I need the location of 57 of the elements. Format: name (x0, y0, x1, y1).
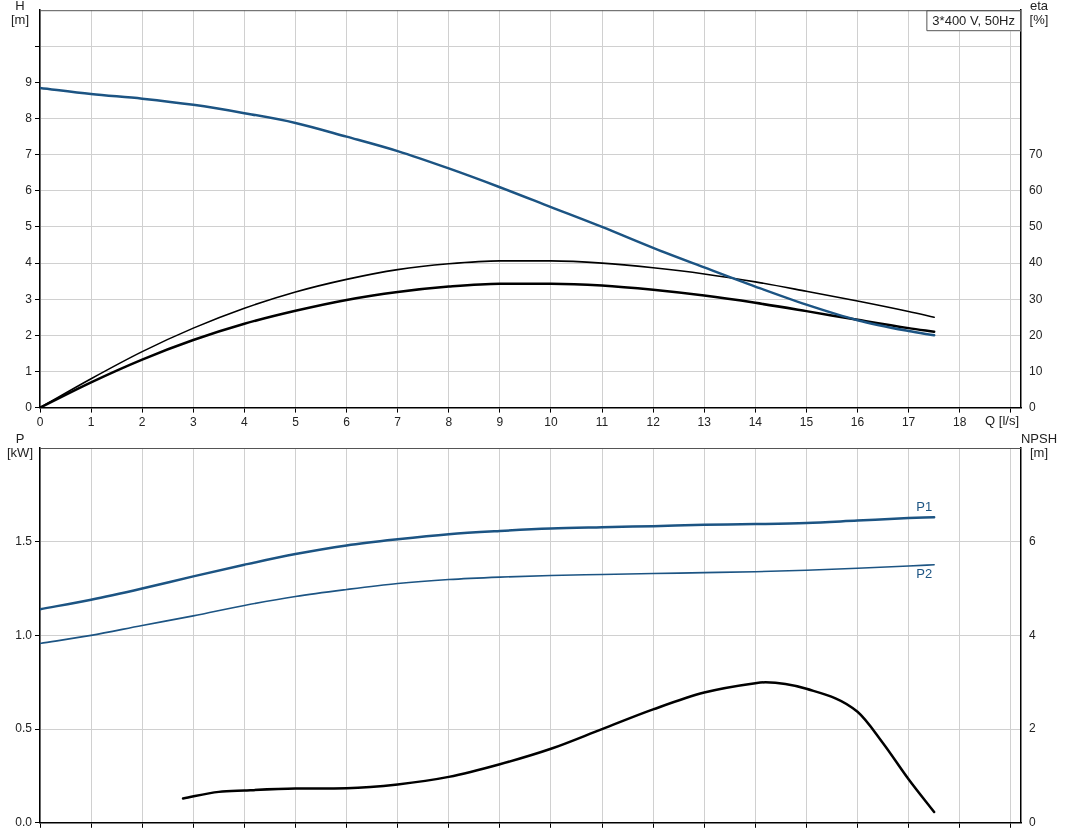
y-tick-label: 1.5 (15, 534, 33, 549)
line-series (40, 563, 935, 645)
x-tick-label: 9 (496, 415, 504, 430)
y2-axis-title: eta [%] (1029, 0, 1049, 28)
x-tick-label: 14 (748, 415, 763, 430)
y-tick-label: 7 (25, 147, 33, 162)
x-tick-label: 5 (292, 415, 300, 430)
y2-tick-label: 40 (1029, 255, 1043, 270)
x-tick-label: 4 (241, 415, 249, 430)
x-tick-label: 11 (595, 415, 609, 430)
line-series (181, 681, 936, 814)
line-series (40, 516, 936, 611)
x-tick-label: 3 (189, 415, 197, 430)
y2-tick-label: 4 (1029, 627, 1036, 642)
y-tick-label: 0 (25, 399, 33, 414)
y-tick-label: 3 (25, 291, 33, 306)
y2-tick-label: 70 (1029, 147, 1043, 162)
y2-tick-label: 20 (1029, 327, 1043, 342)
x-tick-label: 13 (697, 415, 712, 430)
y-tick-label: 1 (25, 363, 33, 378)
y-tick-label: 6 (25, 183, 33, 198)
x-tick-label: 8 (445, 415, 453, 430)
x-tick-label: 6 (343, 415, 351, 430)
y-axis-title: H [m] (10, 0, 30, 28)
y2-tick-label: 0 (1029, 399, 1036, 414)
y-tick-label: 2 (25, 327, 33, 342)
y2-tick-label: 60 (1029, 183, 1043, 198)
x-tick-label: 18 (953, 415, 967, 430)
y-tick-label: 5 (25, 219, 33, 234)
series-label: P2 (916, 565, 933, 581)
x-tick-label: 2 (138, 415, 146, 430)
y-tick-label: 0.5 (15, 721, 33, 736)
y-tick-label: 4 (25, 255, 33, 270)
x-axis-title: Q [l/s] (985, 412, 1019, 428)
y2-tick-label: 0 (1029, 815, 1036, 830)
y2-tick-label: 2 (1029, 721, 1036, 736)
y-axis-title: P [kW] (7, 431, 33, 461)
y-tick-label: 8 (25, 110, 33, 125)
x-tick-label: 0 (36, 415, 44, 430)
chart-title: 3*400 V, 50Hz (932, 12, 1015, 28)
x-tick-label: 7 (394, 415, 402, 430)
y2-tick-label: 6 (1029, 534, 1036, 549)
x-tick-label: 1 (87, 415, 95, 430)
x-tick-label: 10 (544, 415, 558, 430)
y2-axis-title: NPSH [m] (1020, 431, 1058, 461)
x-tick-label: 12 (646, 415, 661, 430)
y2-tick-label: 50 (1029, 219, 1043, 234)
y2-tick-label: 30 (1029, 291, 1043, 306)
x-tick-label: 16 (850, 415, 865, 430)
y2-tick-label: 10 (1029, 363, 1043, 378)
y-tick-label: 9 (25, 74, 33, 89)
y-tick-label: 1.0 (15, 627, 33, 642)
y-tick-label: 0.0 (15, 815, 33, 830)
line-series (40, 86, 936, 337)
series-label: P1 (916, 499, 933, 515)
x-tick-label: 17 (901, 415, 916, 430)
x-tick-label: 15 (799, 415, 814, 430)
